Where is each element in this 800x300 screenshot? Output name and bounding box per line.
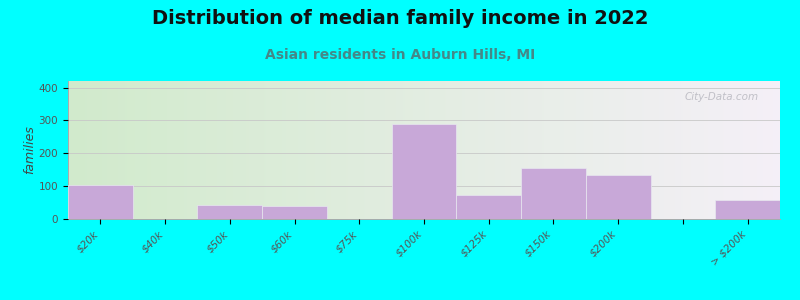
Bar bbox=[586, 175, 650, 219]
Text: City-Data.com: City-Data.com bbox=[685, 92, 758, 102]
Bar bbox=[198, 205, 262, 219]
Bar bbox=[392, 124, 456, 219]
Bar bbox=[456, 195, 521, 219]
Bar bbox=[715, 200, 780, 219]
Bar bbox=[68, 184, 133, 219]
Bar bbox=[521, 168, 586, 219]
Text: Asian residents in Auburn Hills, MI: Asian residents in Auburn Hills, MI bbox=[265, 48, 535, 62]
Y-axis label: families: families bbox=[23, 126, 36, 174]
Text: Distribution of median family income in 2022: Distribution of median family income in … bbox=[152, 9, 648, 28]
Bar bbox=[262, 206, 327, 219]
